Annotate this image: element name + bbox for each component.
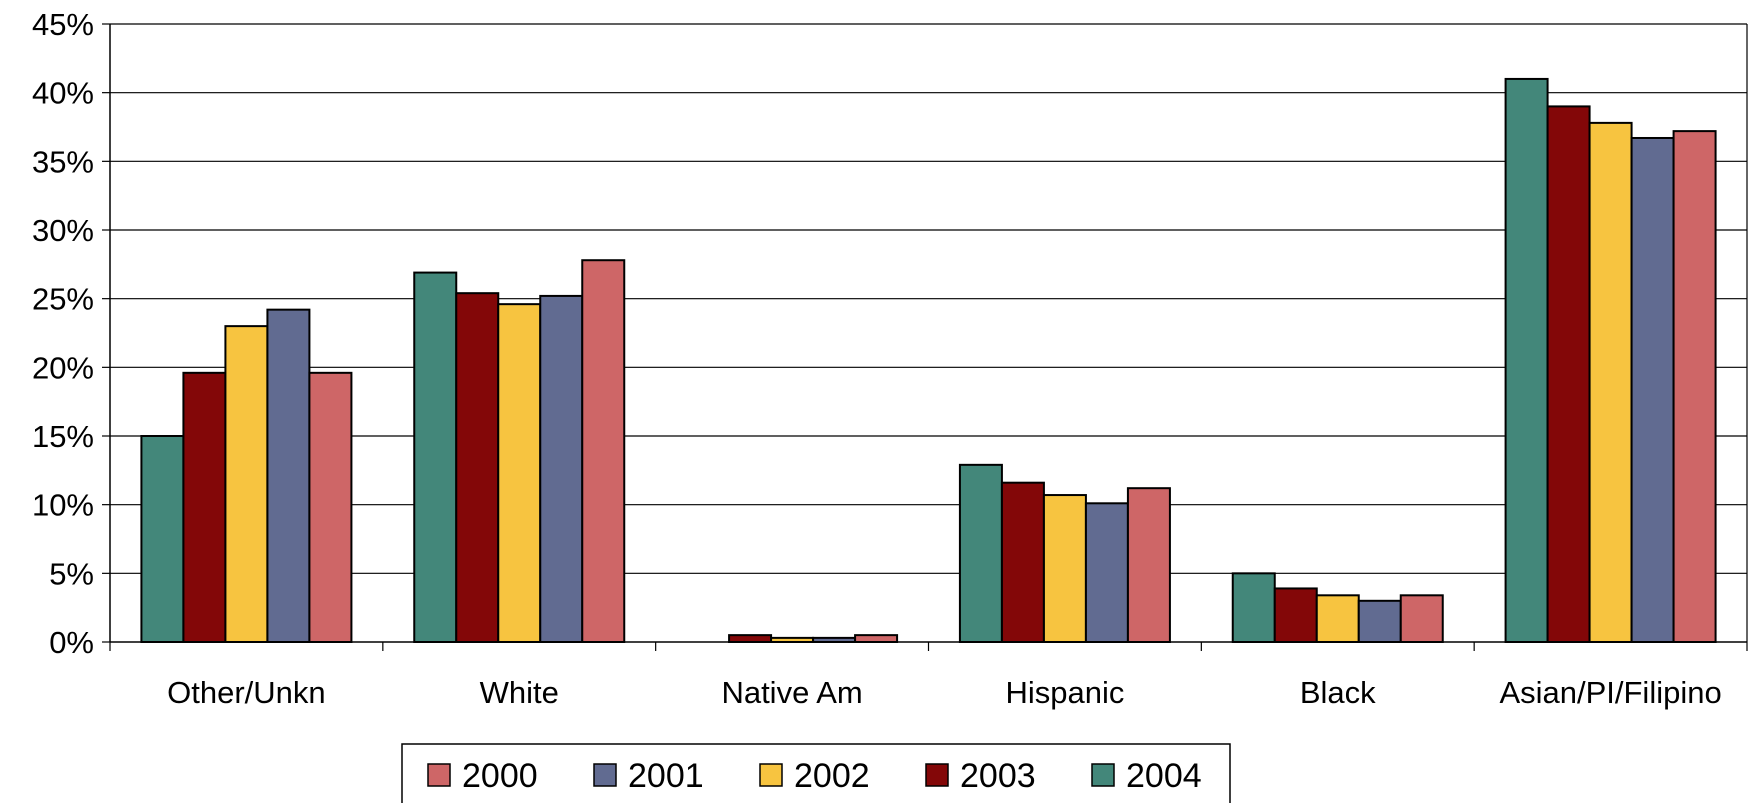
- legend-swatch-2004: [1091, 763, 1115, 787]
- x-axis-category-labels: Other/Unkn White Native Am Hispanic Black Asi…: [167, 675, 1722, 710]
- y-tick-label: 45%: [32, 7, 94, 42]
- x-category-label: Hispanic: [1005, 675, 1124, 710]
- y-tick-label: 20%: [32, 350, 94, 385]
- legend-label-2003: 2003: [960, 757, 1036, 795]
- y-tick-label: 0%: [49, 625, 94, 660]
- y-tick-label: 5%: [49, 556, 94, 591]
- legend-label-2002: 2002: [794, 757, 870, 795]
- y-tick-label: 40%: [32, 76, 94, 111]
- bar-2001: [266, 308, 311, 643]
- legend-swatch-2000: [427, 763, 451, 787]
- bar-2000: [308, 371, 353, 643]
- legend-label-2000: 2000: [462, 757, 538, 795]
- bar-2003: [1546, 105, 1591, 643]
- bar-2003: [455, 292, 500, 643]
- bar-2002: [497, 303, 542, 643]
- x-category-label: Other/Unkn: [167, 675, 326, 710]
- y-tick-label: 15%: [32, 419, 94, 454]
- y-axis-tick-labels: 0% 5% 10% 15% 20% 25% 30% 35% 40% 45%: [32, 7, 94, 660]
- y-tick-label: 25%: [32, 282, 94, 317]
- legend-swatch-2002: [759, 763, 783, 787]
- bar-2004: [1504, 77, 1549, 643]
- bar-2000: [1399, 594, 1444, 643]
- legend: 2000 2001 2002 2003 2004: [401, 743, 1231, 803]
- bar-2001: [1084, 502, 1129, 643]
- grid-lines: [102, 23, 1747, 643]
- y-tick-label: 35%: [32, 144, 94, 179]
- bar-2004: [140, 435, 185, 643]
- bar-2000: [1672, 130, 1717, 643]
- x-category-label: Asian/PI/Filipino: [1499, 675, 1721, 710]
- bar-2004: [413, 271, 458, 643]
- y-tick-label: 10%: [32, 488, 94, 523]
- bar-2003: [728, 634, 773, 644]
- bar-2003: [1273, 587, 1318, 644]
- legend-swatch-2003: [925, 763, 949, 787]
- bar-2001: [1357, 599, 1402, 643]
- bar-2002: [1315, 594, 1360, 643]
- bar-2001: [1630, 136, 1675, 643]
- legend-label-2001: 2001: [628, 757, 704, 795]
- axes: [109, 24, 1748, 651]
- bar-2003: [182, 371, 227, 643]
- bars: [140, 77, 1717, 644]
- bar-2002: [1588, 121, 1633, 643]
- legend-swatch-2001: [593, 763, 617, 787]
- bar-2002: [224, 325, 269, 643]
- bar-2002: [1042, 494, 1087, 644]
- x-category-label: White: [480, 675, 559, 710]
- y-tick-label: 30%: [32, 213, 94, 248]
- bar-2000: [581, 259, 626, 643]
- bar-2000: [854, 634, 899, 644]
- bar-2004: [1231, 572, 1276, 643]
- bar-2004: [958, 463, 1003, 643]
- bar-2000: [1126, 487, 1171, 644]
- bar-2003: [1000, 481, 1045, 643]
- legend-label-2004: 2004: [1126, 757, 1202, 795]
- x-category-label: Black: [1300, 675, 1376, 710]
- x-category-label: Native Am: [721, 675, 862, 710]
- bar-2001: [539, 294, 584, 643]
